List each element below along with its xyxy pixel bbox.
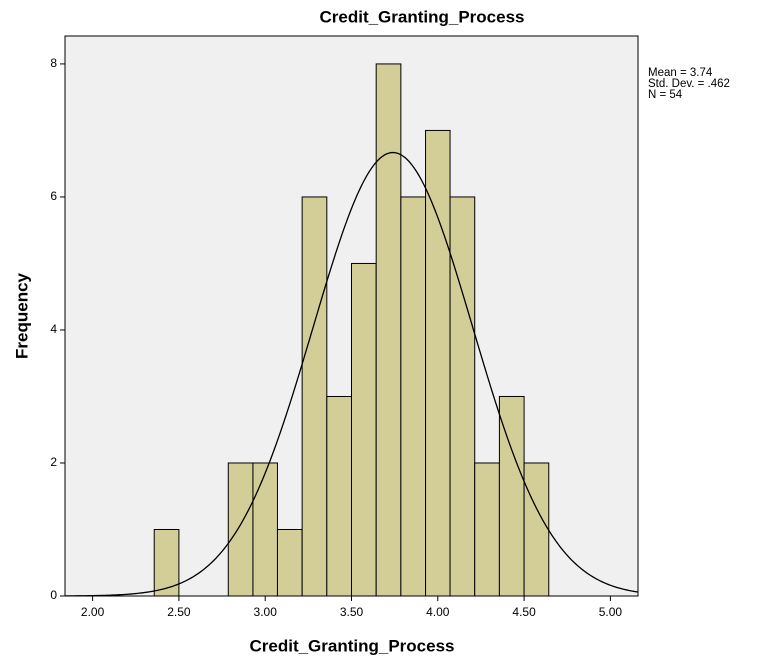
bar: [425, 129, 451, 597]
bar: [375, 63, 402, 597]
y-tick-label: 4: [50, 322, 57, 336]
x-tick-label: 4.00: [426, 605, 450, 619]
x-axis-label: Credit_Granting_Process: [249, 636, 454, 655]
stats-label: N = 54: [648, 89, 683, 101]
bar: [523, 462, 550, 597]
x-tick-label: 5.00: [599, 605, 623, 619]
x-tick-label: 2.00: [81, 605, 105, 619]
bar: [449, 196, 476, 597]
bar: [326, 395, 353, 597]
y-tick-label: 0: [50, 588, 57, 602]
x-tick-label: 4.50: [512, 605, 536, 619]
x-tick-label: 3.50: [340, 605, 364, 619]
y-tick-label: 6: [50, 189, 57, 203]
bar: [252, 462, 278, 597]
bar: [227, 462, 254, 597]
bar: [153, 528, 180, 597]
y-tick-label: 2: [50, 455, 57, 469]
bar: [498, 395, 525, 597]
y-tick-label: 8: [50, 56, 57, 70]
bar: [276, 528, 303, 597]
bar: [400, 196, 427, 597]
stats-label: Mean = 3.74: [648, 67, 713, 79]
bar: [301, 196, 328, 597]
y-axis-label: Frequency: [12, 272, 31, 359]
stats-label: Std. Dev. = .462: [648, 78, 730, 90]
bar: [351, 262, 377, 597]
x-tick-label: 2.50: [167, 605, 191, 619]
x-tick-label: 3.00: [254, 605, 278, 619]
normal-curve: [64, 151, 639, 597]
bar: [474, 462, 500, 597]
chart-title: Credit_Granting_Process: [319, 7, 524, 26]
